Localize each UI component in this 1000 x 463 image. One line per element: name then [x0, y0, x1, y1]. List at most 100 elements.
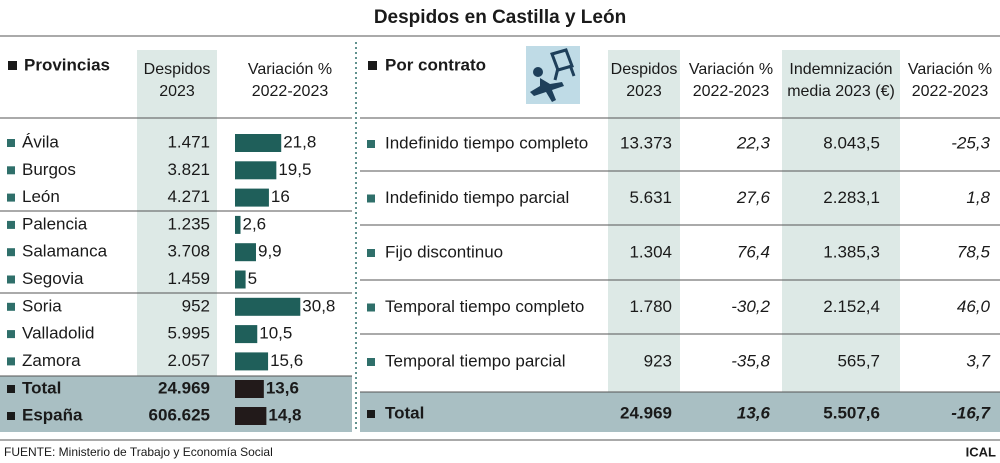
- total-band: [0, 376, 352, 432]
- variation-label: 19,5: [278, 160, 311, 179]
- province-name: León: [22, 187, 60, 206]
- variation-bar: [235, 380, 264, 398]
- variation-label: 30,8: [302, 296, 335, 315]
- province-name: Palencia: [22, 214, 88, 233]
- credit: ICAL: [966, 444, 996, 459]
- bullet: [7, 193, 15, 202]
- column-header: 2022-2023: [693, 83, 770, 100]
- bullet: [367, 194, 375, 203]
- variation-bar: [235, 270, 246, 289]
- variation-bar: [235, 161, 277, 180]
- despidos: 1.471: [167, 132, 210, 151]
- variation-label: 21,8: [283, 132, 316, 151]
- variation-label: 14,8: [268, 405, 301, 424]
- bullet: [7, 166, 15, 175]
- cell: -30,2: [731, 297, 770, 316]
- contract-name: Fijo discontinuo: [385, 242, 503, 261]
- contract-name: Temporal tiempo completo: [385, 297, 584, 316]
- bullet: [7, 275, 15, 284]
- cell: 3,7: [966, 351, 990, 370]
- province-name: Total: [22, 378, 61, 397]
- bullet: [8, 61, 17, 70]
- cell: 76,4: [737, 242, 770, 261]
- bullet: [7, 330, 15, 339]
- section-heading: Provincias: [24, 55, 110, 74]
- despidos: 2.057: [167, 351, 210, 370]
- separators: [0, 35, 1000, 441]
- variation-bar: [235, 188, 269, 207]
- contract-name: Temporal tiempo parcial: [385, 351, 565, 370]
- cell: 78,5: [957, 242, 991, 261]
- icon: [526, 46, 580, 104]
- cell: 1.780: [629, 297, 672, 316]
- column-header: Variación %: [248, 61, 332, 78]
- variation-bar: [235, 352, 269, 371]
- despidos: 1.459: [167, 269, 210, 288]
- bullet: [368, 61, 377, 70]
- bullet: [367, 410, 375, 418]
- column-shade: [608, 50, 680, 392]
- despidos: 952: [182, 296, 210, 315]
- cell: 5.631: [629, 188, 672, 207]
- bullet: [7, 139, 15, 147]
- column-header: Variación %: [908, 61, 992, 78]
- variation-label: 16: [271, 187, 290, 206]
- variation-bar: [235, 215, 241, 234]
- title: Despidos en Castilla y León: [374, 7, 626, 28]
- province-name: Burgos: [22, 160, 76, 179]
- variation-bar: [235, 325, 258, 344]
- column-header: 2022-2023: [912, 83, 989, 100]
- column-shade: [782, 50, 900, 392]
- despidos: 606.625: [149, 405, 210, 424]
- province-name: Valladolid: [22, 324, 94, 343]
- cell: 46,0: [957, 297, 991, 316]
- cell: -16,7: [951, 403, 991, 422]
- cell: 2.283,1: [823, 188, 880, 207]
- contract-name: Indefinido tiempo completo: [385, 133, 588, 152]
- column-header: 2023: [626, 83, 662, 100]
- cell: 24.969: [620, 403, 672, 422]
- variation-label: 5: [248, 269, 257, 288]
- column-header: Despidos: [611, 61, 678, 78]
- bullet: [367, 358, 375, 366]
- bullet: [367, 303, 375, 312]
- despidos: 3.821: [167, 160, 210, 179]
- cell: 923: [644, 351, 672, 370]
- variation-bar: [235, 134, 282, 152]
- cell: 1.385,3: [823, 242, 880, 261]
- variation-label: 2,6: [243, 214, 267, 233]
- total-band: [360, 392, 1000, 432]
- despidos: 5.995: [167, 324, 210, 343]
- contract-name: Indefinido tiempo parcial: [385, 188, 569, 207]
- source: FUENTE: Ministerio de Trabajo y Economía…: [4, 445, 273, 459]
- bullet: [7, 302, 15, 311]
- bullet: [7, 385, 15, 393]
- variation-label: 9,9: [258, 242, 282, 261]
- variation-bar: [235, 297, 301, 316]
- variation-bar: [235, 407, 267, 425]
- bullet: [367, 140, 375, 148]
- cell: 1.304: [629, 242, 672, 261]
- bullet: [7, 412, 15, 420]
- cell: 13.373: [620, 133, 672, 152]
- contract-name: Total: [385, 403, 424, 422]
- section-heading: Por contrato: [385, 55, 486, 74]
- province-name: Salamanca: [22, 242, 108, 261]
- bullet: [7, 357, 15, 366]
- despidos: 24.969: [158, 378, 210, 397]
- cell: 565,7: [837, 351, 880, 370]
- province-name: Zamora: [22, 351, 81, 370]
- cell: 2.152,4: [823, 297, 880, 316]
- province-name: Ávila: [22, 132, 59, 151]
- province-name: Soria: [22, 296, 62, 315]
- column-header: Variación %: [689, 61, 773, 78]
- cell: 27,6: [736, 188, 771, 207]
- column-header: Indemnización: [789, 61, 892, 78]
- variation-label: 10,5: [259, 324, 292, 343]
- cell: 22,3: [736, 133, 771, 152]
- variation-bar: [235, 243, 256, 262]
- cell: -25,3: [951, 133, 990, 152]
- cell: 1,8: [966, 188, 990, 207]
- bullet: [7, 220, 15, 229]
